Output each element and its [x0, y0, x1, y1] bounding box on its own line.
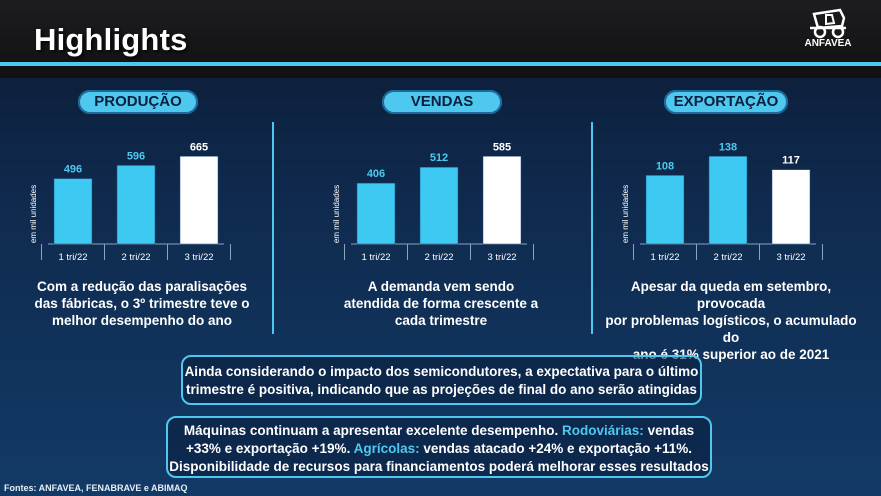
chart-vendas: em mil unidades 406 1 tri/22 512 2 tri/22 585…: [332, 141, 534, 263]
text: Máquinas continuam a apresentar excelent…: [183, 423, 563, 438]
desc-line: das fábricas, o 3º trimestre teve o: [34, 296, 250, 311]
chart-producao: em mil unidades 496 1 tri/22 596 2 tri/22 665…: [29, 141, 231, 263]
data-label: 138: [719, 141, 737, 153]
machinery-line-3: Disponibilidade de recursos para financi…: [169, 459, 709, 474]
bar-3-tri-22: [771, 169, 811, 245]
data-label: 512: [430, 152, 448, 164]
bar-2-tri-22: [116, 165, 156, 245]
desc-line: atendida de forma crescente a: [343, 296, 539, 311]
tick-label: 1 tri/22: [650, 252, 679, 263]
machinery-line-1: Máquinas continuam a apresentar excelent…: [168, 422, 710, 440]
tick-label: 2 tri/22: [424, 252, 453, 263]
desc-line: Com a redução das paralisações: [36, 279, 248, 294]
data-label: 108: [656, 160, 674, 172]
highlight-rodoviarias: Rodoviárias:: [562, 423, 644, 438]
text: vendas: [643, 423, 695, 438]
tick-label: 3 tri/22: [776, 252, 805, 263]
pill-exportacao: EXPORTAÇÃO: [664, 90, 788, 114]
bar-1-tri-22: [53, 178, 93, 245]
tick-label: 2 tri/22: [713, 252, 742, 263]
desc-line: Apesar da queda em setembro, provocada: [630, 279, 832, 311]
highlight-agricolas: Agrícolas:: [353, 441, 420, 456]
y-axis-label: em mil unidades: [332, 185, 341, 243]
data-label: 585: [493, 141, 511, 153]
sources-footer: Fontes: ANFAVEA, FENABRAVE e ABIMAQ: [4, 483, 188, 493]
bar-2-tri-22: [708, 156, 748, 245]
divider-right: [591, 122, 593, 334]
machinery-box: Máquinas continuam a apresentar excelent…: [166, 416, 712, 478]
bar-1-tri-22: [645, 175, 685, 245]
desc-line: A demanda vem sendo: [367, 279, 515, 294]
title-underline: [0, 62, 881, 66]
text: vendas atacado +24% e exportação +11%.: [419, 441, 693, 456]
data-label: 117: [782, 155, 800, 167]
desc-line: melhor desempenho do ano: [51, 313, 233, 328]
machinery-line-2: +33% e exportação +19%. Agrícolas: venda…: [168, 440, 710, 458]
data-label: 406: [367, 168, 385, 180]
chart-exportacao: em mil unidades 108 1 tri/22 138 2 tri/22 117…: [621, 141, 823, 263]
divider-left: [272, 122, 274, 334]
desc-line: cada trimestre: [394, 313, 488, 328]
pill-producao: PRODUÇÃO: [78, 90, 198, 114]
desc-vendas: A demanda vem sendo atendida de forma cr…: [312, 278, 570, 329]
outlook-box: Ainda considerando o impacto dos semicon…: [181, 355, 702, 405]
bar-2-tri-22: [419, 166, 459, 245]
bar-1-tri-22: [356, 182, 396, 245]
desc-producao: Com a redução das paralisações das fábri…: [22, 278, 262, 329]
outlook-line: trimestre é positiva, indicando que as p…: [186, 382, 697, 397]
desc-line: por problemas logísticos, o acumulado do: [605, 313, 857, 345]
logo-text: ANFAVEA: [804, 38, 852, 49]
tick-label: 1 tri/22: [361, 252, 390, 263]
text: +33% e exportação +19%.: [185, 441, 354, 456]
y-axis-label: em mil unidades: [621, 185, 630, 243]
data-label: 496: [64, 164, 82, 176]
desc-exportacao: Apesar da queda em setembro, provocada p…: [597, 278, 865, 363]
tick-label: 3 tri/22: [184, 252, 213, 263]
tick-label: 3 tri/22: [487, 252, 516, 263]
y-axis-label: em mil unidades: [29, 185, 38, 243]
tick-label: 1 tri/22: [58, 252, 87, 263]
pill-vendas: VENDAS: [382, 90, 502, 114]
anfavea-logo-icon: [810, 8, 846, 39]
data-label: 596: [127, 150, 145, 162]
bar-3-tri-22: [179, 156, 219, 245]
tick-label: 2 tri/22: [121, 252, 150, 263]
outlook-line: Ainda considerando o impacto dos semicon…: [184, 364, 699, 379]
bar-3-tri-22: [482, 156, 522, 245]
data-label: 665: [190, 141, 208, 153]
page-title: Highlights: [34, 22, 188, 57]
